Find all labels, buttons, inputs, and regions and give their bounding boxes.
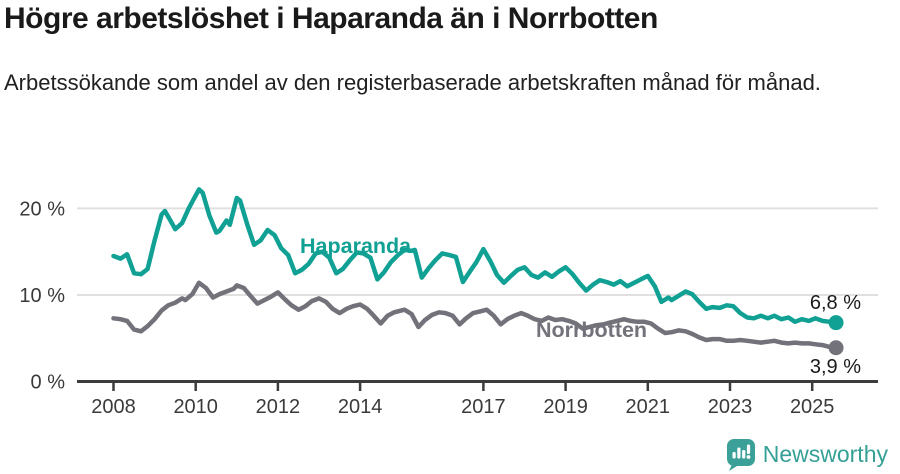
x-tick-label: 2023	[708, 396, 753, 418]
series-line-haparanda	[111, 187, 839, 325]
series-label-norrbotten: Norrbotten	[536, 318, 647, 342]
bar-medium	[741, 450, 746, 459]
series-end-value-haparanda: 6,8 %	[810, 292, 861, 314]
x-tick-label: 2021	[626, 396, 671, 418]
x-tick-label: 2019	[543, 396, 588, 418]
newsworthy-brand-name: Newsworthy	[762, 441, 888, 467]
chart-title: Högre arbetslöshet i Haparanda än i Norr…	[4, 2, 658, 35]
x-tick-label: 2012	[256, 396, 301, 418]
exclamation-stroke	[746, 444, 750, 454]
x-tick-label: 2017	[461, 396, 506, 418]
bar-tall	[737, 447, 741, 459]
bar-small	[732, 452, 736, 459]
series-label-haparanda: Haparanda	[300, 234, 412, 258]
x-tick-label: 2014	[338, 396, 383, 418]
series-end-dot-norrbotten	[828, 340, 844, 356]
speech-bubble-shape	[726, 439, 755, 471]
series-end-dot-haparanda	[828, 315, 844, 331]
y-tick-label: 10 %	[19, 285, 65, 307]
newsworthy-logo-link[interactable]: Newsworthy	[725, 438, 888, 471]
newsworthy-logo-icon	[726, 439, 755, 471]
x-tick-label: 2008	[91, 396, 136, 418]
series-line-norrbotten	[111, 280, 839, 350]
x-tick-label: 2025	[790, 396, 835, 418]
x-tick-label: 2010	[173, 396, 218, 418]
line-chart: 2008 2010 2012 2014 2017 2019 2021 2023 2025 0 % 1…	[19, 187, 878, 418]
exclamation-dot	[746, 455, 751, 459]
series-end-value-norrbotten: 3,9 %	[810, 356, 861, 378]
y-tick-label: 0 %	[31, 372, 66, 394]
y-tick-label: 20 %	[19, 198, 65, 220]
chart-subtitle: Arbetssökande som andel av den registerb…	[4, 70, 821, 95]
